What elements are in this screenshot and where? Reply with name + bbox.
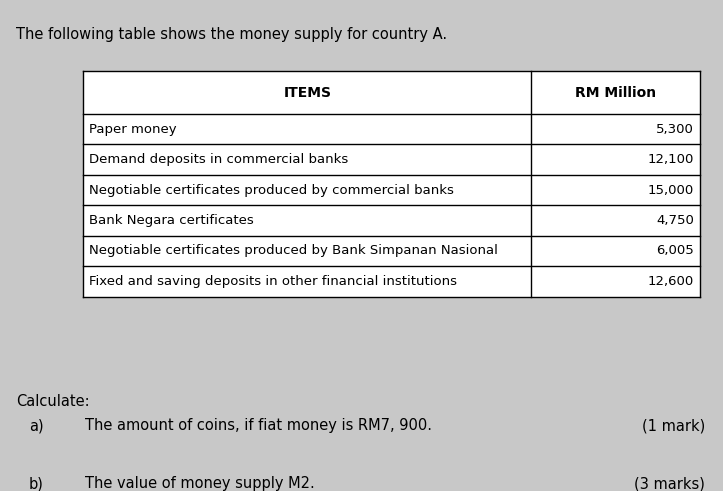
Text: b): b) (29, 476, 44, 491)
Text: 15,000: 15,000 (648, 184, 694, 196)
Text: The following table shows the money supply for country A.: The following table shows the money supp… (16, 27, 447, 42)
Text: The value of money supply M2.: The value of money supply M2. (85, 476, 315, 491)
Text: ITEMS: ITEMS (283, 85, 331, 100)
Text: Paper money: Paper money (89, 123, 176, 136)
Text: Bank Negara certificates: Bank Negara certificates (89, 214, 254, 227)
Text: Calculate:: Calculate: (16, 394, 90, 409)
Text: The amount of coins, if fiat money is RM7, 900.: The amount of coins, if fiat money is RM… (85, 418, 432, 434)
Text: 12,100: 12,100 (648, 153, 694, 166)
Text: 6,005: 6,005 (656, 245, 694, 257)
Text: 12,600: 12,600 (648, 275, 694, 288)
Text: Negotiable certificates produced by Bank Simpanan Nasional: Negotiable certificates produced by Bank… (89, 245, 498, 257)
Text: Fixed and saving deposits in other financial institutions: Fixed and saving deposits in other finan… (89, 275, 457, 288)
Text: 5,300: 5,300 (656, 123, 694, 136)
Text: RM Million: RM Million (575, 85, 656, 100)
Text: Demand deposits in commercial banks: Demand deposits in commercial banks (89, 153, 348, 166)
Text: Negotiable certificates produced by commercial banks: Negotiable certificates produced by comm… (89, 184, 454, 196)
Text: a): a) (29, 418, 43, 434)
Text: (1 mark): (1 mark) (642, 418, 705, 434)
Text: (3 marks): (3 marks) (634, 476, 705, 491)
Text: 4,750: 4,750 (656, 214, 694, 227)
